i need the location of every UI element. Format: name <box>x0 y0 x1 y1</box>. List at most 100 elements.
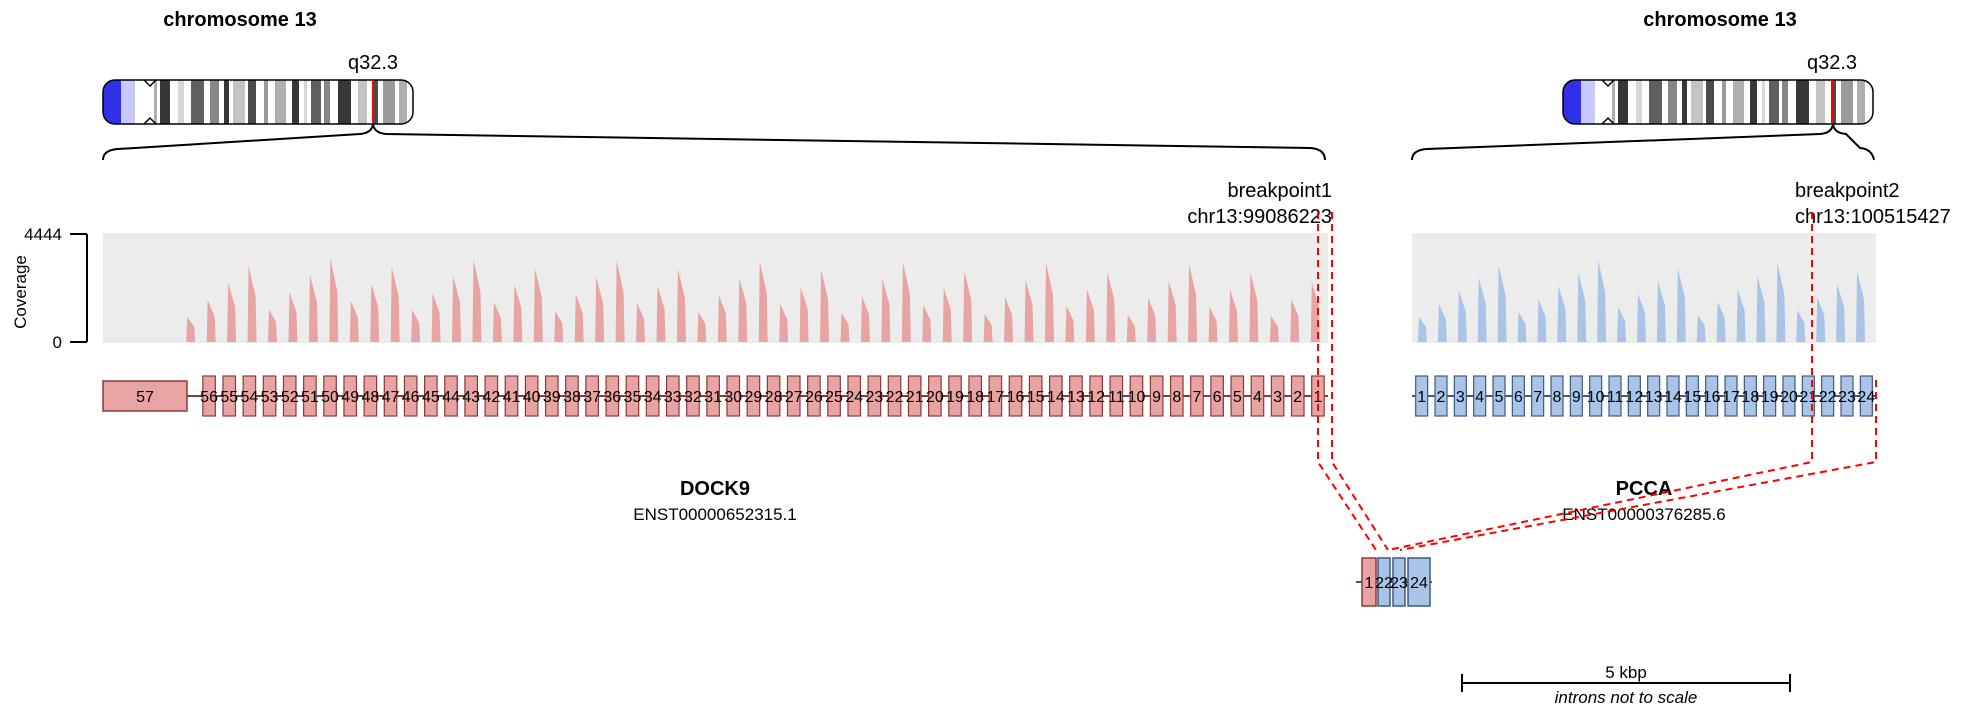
left-gene-track: 57 56 55 54 53 52 51 50 49 48 47 46 45 44 43 42 41 40 39 38… <box>102 375 1328 417</box>
exon-number: 10 <box>1587 389 1605 406</box>
exon <box>1840 375 1854 417</box>
coverage-peak <box>738 278 748 342</box>
scale-bar: 5 kbp introns not to scale <box>1461 663 1791 707</box>
exon-number: 12 <box>1625 389 1643 406</box>
coverage-peak <box>492 302 502 342</box>
exon <box>968 375 983 417</box>
exon-number: 32 <box>684 389 702 406</box>
exon-number: 42 <box>482 389 500 406</box>
exon-number: 3 <box>1273 389 1282 406</box>
exon <box>222 375 237 417</box>
exon <box>544 375 559 417</box>
exon-number: 17 <box>1722 389 1740 406</box>
exon-number: 14 <box>1664 389 1682 406</box>
exon <box>444 375 458 417</box>
fusion-exon <box>1361 557 1377 607</box>
exon <box>686 375 700 417</box>
exon-number: 5 <box>1495 389 1504 406</box>
breakpoint1-position: chr13:99086223 <box>1187 206 1332 228</box>
exon-number: 9 <box>1152 389 1161 406</box>
exon-number: 8 <box>1172 389 1181 406</box>
exon <box>988 375 1003 417</box>
coverage-peak <box>227 283 237 342</box>
fusion-exon-number: 1 <box>1365 575 1374 592</box>
left-chromosome-ideogram <box>102 79 414 125</box>
coverage-peak <box>758 261 768 342</box>
coverage-peak <box>636 303 646 342</box>
exon <box>102 380 188 412</box>
exon-number: 56 <box>200 389 218 406</box>
exon-number: 30 <box>724 389 742 406</box>
coverage-peak <box>1147 298 1157 342</box>
coverage-peak <box>1024 280 1034 342</box>
coverage-peak <box>1736 289 1746 342</box>
coverage-peak <box>656 286 666 342</box>
coverage-peak <box>1656 281 1666 342</box>
exon <box>383 375 398 417</box>
exon <box>363 375 378 417</box>
coverage-peak <box>1085 289 1095 342</box>
coverage-min-label: 0 <box>53 333 62 352</box>
exon-number: 13 <box>1645 389 1663 406</box>
exon-number: 38 <box>563 389 581 406</box>
coverage-peak <box>1477 278 1487 342</box>
exon <box>867 375 882 417</box>
exon <box>1048 375 1063 417</box>
breakpoint2-name: breakpoint2 <box>1795 180 1900 202</box>
coverage-peak <box>942 288 952 342</box>
coverage-peak <box>186 317 196 342</box>
exon <box>1705 375 1719 417</box>
exon-number: 19 <box>946 389 964 406</box>
coverage-peak <box>268 309 278 342</box>
exon <box>242 375 257 417</box>
exon <box>1129 375 1144 417</box>
coverage-max-label: 4444 <box>24 225 62 244</box>
exon <box>1821 375 1835 417</box>
scale-bar-note: introns not to scale <box>1555 688 1698 707</box>
exon <box>323 375 337 417</box>
coverage-peak <box>574 294 584 342</box>
exon <box>1492 375 1506 417</box>
exon <box>1290 375 1305 417</box>
exon-number: 20 <box>926 389 944 406</box>
coverage-peak <box>349 301 359 342</box>
exon-number: 39 <box>543 389 561 406</box>
exon-number: 52 <box>281 389 299 406</box>
coverage-peak <box>1796 310 1806 342</box>
exon <box>786 375 801 417</box>
exon <box>585 375 599 417</box>
coverage-peak <box>206 300 216 342</box>
exon <box>1089 375 1104 417</box>
exon <box>1589 375 1603 417</box>
exon-number: 51 <box>301 389 319 406</box>
exon-number: 3 <box>1456 389 1465 406</box>
right-band-label: q32.3 <box>1807 52 1857 74</box>
coverage-peak <box>779 304 789 342</box>
exon-number: 5 <box>1233 389 1242 406</box>
coverage-axis-title: Coverage <box>11 255 30 329</box>
exon-number: 35 <box>624 389 642 406</box>
fusion-exon-number: 24 <box>1410 575 1428 592</box>
coverage-peak <box>676 269 686 342</box>
exon <box>1627 375 1641 417</box>
exon-number: 47 <box>382 389 400 406</box>
fusion-exon <box>1377 557 1391 607</box>
exon-number: 16 <box>1007 389 1025 406</box>
left-coverage-peaks <box>186 258 1320 342</box>
exon <box>1782 375 1796 417</box>
exon-number: 13 <box>1067 389 1085 406</box>
coverage-peak <box>1437 304 1447 342</box>
coverage-peak <box>554 311 564 342</box>
coverage-peak <box>1676 268 1686 342</box>
exon <box>1453 375 1467 417</box>
exon <box>1169 375 1184 417</box>
exon-number: 18 <box>1741 389 1759 406</box>
exon <box>403 375 418 417</box>
exon <box>1008 375 1023 417</box>
coverage-peak <box>1756 276 1766 342</box>
exon <box>665 375 680 417</box>
coverage-peak <box>1457 291 1467 342</box>
coverage-peak <box>1106 272 1116 342</box>
coverage-peak <box>411 310 421 342</box>
